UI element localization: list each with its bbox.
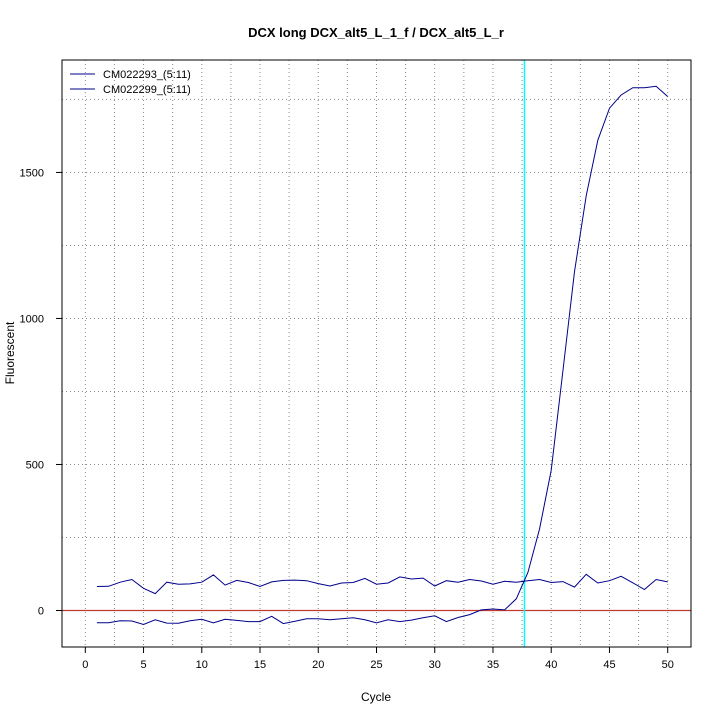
y-tick-label: 500: [26, 459, 44, 471]
grid: [62, 60, 691, 647]
series-line-2: [96, 573, 668, 595]
series-layer: [96, 85, 669, 626]
x-tick-label: 5: [140, 659, 146, 671]
x-tick-label: 35: [487, 659, 499, 671]
x-tick-label: 50: [662, 659, 674, 671]
x-axis-title: Cycle: [361, 690, 391, 704]
series-line-1: [96, 85, 669, 626]
x-tick-label: 40: [545, 659, 557, 671]
x-tick-label: 0: [82, 659, 88, 671]
legend: CM022293_(5:11) CM022299_(5:11): [70, 69, 191, 96]
y-axis-title: Fluorescent: [3, 321, 17, 384]
legend-label: CM022299_(5:11): [103, 84, 191, 96]
x-tick-label: 20: [312, 659, 324, 671]
x-tick-label: 30: [429, 659, 441, 671]
y-tick-label: 1500: [20, 167, 44, 179]
x-axis: 0 5 10 15 20 25 30 35 40 45 50: [82, 647, 674, 671]
x-tick-label: 10: [196, 659, 208, 671]
x-tick-label: 15: [254, 659, 266, 671]
y-axis: 0 500 1000 1500: [20, 167, 62, 617]
y-tick-label: 1000: [20, 313, 44, 325]
chart-title: DCX long DCX_alt5_L_1_f / DCX_alt5_L_r: [248, 25, 504, 40]
x-tick-label: 25: [370, 659, 382, 671]
x-tick-label: 45: [603, 659, 615, 671]
y-tick-label: 0: [38, 605, 44, 617]
legend-label: CM022293_(5:11): [103, 69, 191, 81]
